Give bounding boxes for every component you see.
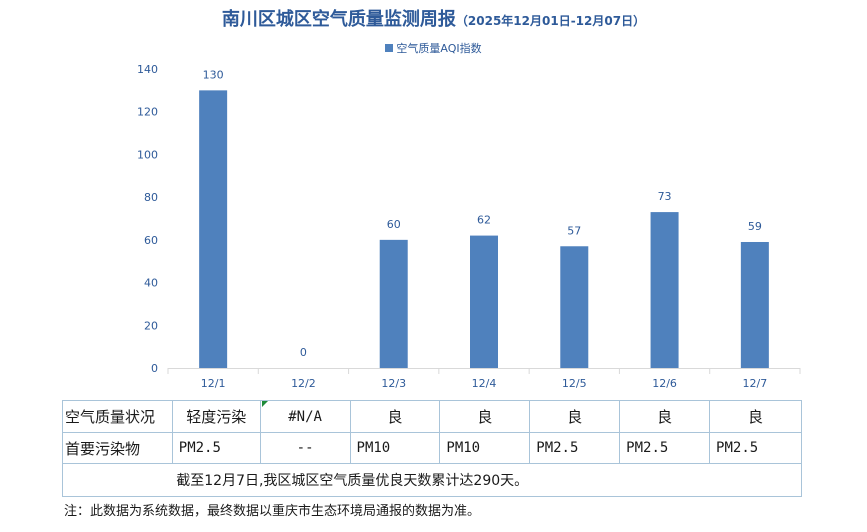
- status-cell: 良: [619, 400, 711, 433]
- data-label: 0: [300, 346, 307, 359]
- status-cell: #N/A: [259, 400, 351, 433]
- pollutant-cell: PM2.5: [709, 432, 802, 464]
- status-cell: 良: [529, 400, 621, 433]
- x-tick-label: 12/6: [652, 377, 677, 390]
- y-tick-label: 40: [144, 277, 158, 290]
- pollutant-cell: PM2.5: [171, 432, 261, 464]
- bar: [470, 235, 498, 368]
- bar: [379, 239, 408, 368]
- summary-spacer: [62, 463, 173, 497]
- data-label: 60: [387, 218, 401, 231]
- y-tick-label: 20: [144, 319, 158, 332]
- data-label: 62: [477, 214, 491, 227]
- chart-title: 南川区城区空气质量监测周报（2025年12月01日-12月07日）: [0, 5, 867, 31]
- air-quality-table: 空气质量状况 轻度污染 #N/A 良 良 良 良 良 首要污染物 PM2.5 -…: [62, 400, 803, 497]
- table-row-status: 空气质量状况 轻度污染 #N/A 良 良 良 良 良: [62, 400, 802, 433]
- data-label: 57: [567, 224, 581, 237]
- status-cell: 良: [439, 400, 531, 433]
- x-tick-label: 12/4: [472, 377, 497, 390]
- y-tick-label: 80: [144, 191, 158, 204]
- legend-label: 空气质量AQI指数: [396, 42, 482, 55]
- row-label-pollutant: 首要污染物: [62, 432, 173, 464]
- bar-chart: 0 20 40 60 80 100 120 140 130 12/1 0 12/2 60 12/3 62 12…: [137, 63, 801, 390]
- pollutant-cell: PM10: [439, 432, 531, 464]
- status-cell: 良: [709, 400, 802, 433]
- row-label-status: 空气质量状况: [62, 400, 173, 433]
- table-row-summary: 截至12月7日,我区城区空气质量优良天数累计达290天。: [62, 463, 803, 497]
- data-label: 130: [203, 68, 224, 81]
- y-tick-label: 60: [144, 234, 158, 247]
- summary-text: 截至12月7日,我区城区空气质量优良天数累计达290天。: [172, 463, 803, 497]
- pollutant-cell: PM2.5: [619, 432, 711, 464]
- bar: [560, 246, 589, 368]
- data-label: 59: [748, 220, 762, 233]
- legend-swatch: [385, 44, 394, 52]
- pollutant-cell: PM2.5: [529, 432, 621, 464]
- cell-error-marker: [262, 401, 268, 407]
- bar: [650, 212, 679, 368]
- x-tick-label: 12/1: [201, 377, 226, 390]
- bar: [199, 90, 228, 368]
- pollutant-cell: PM10: [349, 432, 441, 464]
- title-main: 南川区城区空气质量监测周报: [221, 9, 456, 30]
- footnote: 注：此数据为系统数据，最终数据以重庆市生态环境局通报的数据为准。: [64, 504, 481, 519]
- y-tick-label: 0: [151, 362, 158, 375]
- x-tick-label: 12/2: [291, 377, 316, 390]
- status-cell: 良: [349, 400, 441, 433]
- x-tick-label: 12/3: [381, 377, 406, 390]
- y-tick-label: 100: [137, 148, 158, 161]
- x-tick-label: 12/7: [743, 377, 768, 390]
- table-row-pollutant: 首要污染物 PM2.5 -- PM10 PM10 PM2.5 PM2.5 PM2…: [62, 432, 802, 464]
- pollutant-cell: --: [259, 432, 351, 464]
- x-tick-label: 12/5: [562, 377, 587, 390]
- y-tick-label: 120: [137, 106, 158, 119]
- y-tick-label: 140: [137, 63, 158, 76]
- data-label: 73: [658, 190, 672, 203]
- title-date-range: （2025年12月01日-12月07日）: [455, 14, 646, 28]
- legend: 空气质量AQI指数: [0, 40, 867, 56]
- bar: [740, 241, 769, 368]
- status-cell: 轻度污染: [171, 400, 261, 433]
